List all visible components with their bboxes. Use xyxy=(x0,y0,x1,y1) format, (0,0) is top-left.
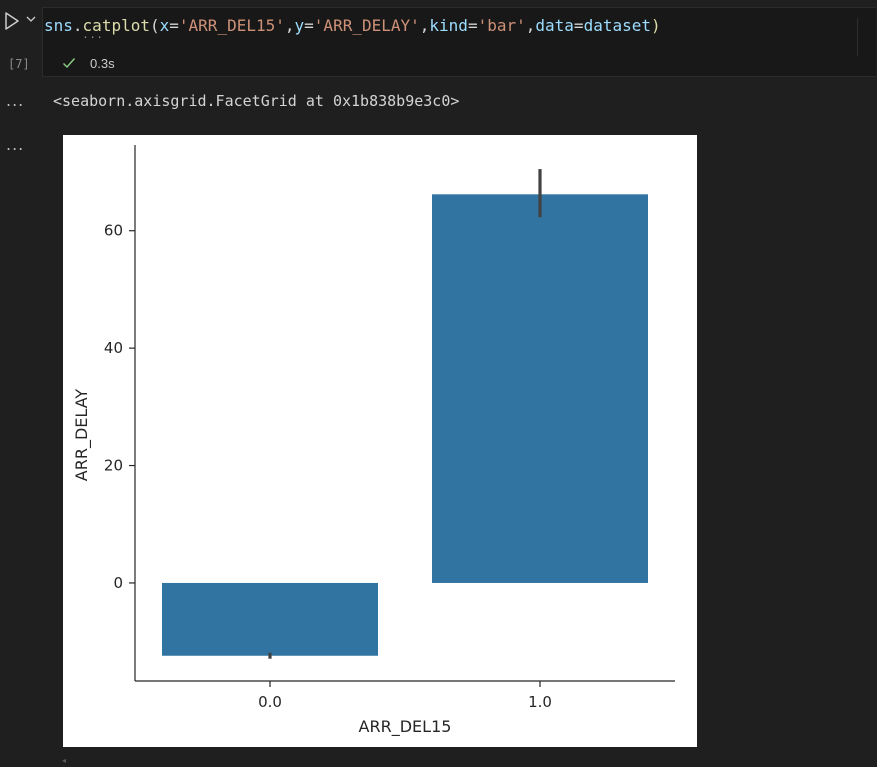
code-token-param-x: x xyxy=(159,16,170,35)
code-token-param-kind: kind xyxy=(429,16,468,35)
code-editor-line[interactable]: sns.catplot... (x='ARR_DEL15',y='ARR_DELA… xyxy=(44,16,661,41)
code-token-comma: , xyxy=(419,16,430,35)
hint-dots-icon: ... xyxy=(82,30,104,41)
code-token-value-data: dataset xyxy=(583,16,651,35)
code-token-function-name: catplot xyxy=(82,16,150,35)
code-token-param-y: y xyxy=(294,16,305,35)
y-tick-label-60: 60 xyxy=(104,222,123,240)
execution-count: [7] xyxy=(8,57,30,71)
code-token-equals: = xyxy=(467,16,478,35)
y-tick-label-40: 40 xyxy=(104,339,123,357)
code-token-comma: , xyxy=(284,16,295,35)
collapse-caret-icon[interactable]: ◂ xyxy=(62,756,67,765)
x-tick-label-1.0: 1.0 xyxy=(528,693,552,711)
code-token-value-x: 'ARR_DEL15' xyxy=(178,16,285,35)
bar-1.0 xyxy=(432,194,648,583)
code-token-function: catplot... xyxy=(82,16,150,41)
execution-time: 0.3s xyxy=(90,55,115,71)
chevron-down-icon[interactable] xyxy=(26,14,36,24)
code-token-equals: = xyxy=(169,16,179,35)
y-tick-label-0: 0 xyxy=(113,574,123,592)
code-token-close-paren: ) xyxy=(651,16,661,35)
code-token-value-kind: 'bar' xyxy=(477,16,526,35)
code-token-comma: , xyxy=(525,16,536,35)
code-cell[interactable] xyxy=(42,7,876,77)
code-token-equals: = xyxy=(304,16,314,35)
cell-scrollbar[interactable] xyxy=(857,18,858,56)
code-token-equals: = xyxy=(573,16,584,35)
execution-status: 0.3s xyxy=(62,55,115,71)
y-axis-label: ARR_DELAY xyxy=(72,389,92,482)
plot-more-actions-icon[interactable]: ... xyxy=(6,135,25,154)
y-tick-label-20: 20 xyxy=(104,457,123,475)
x-axis-label: ARR_DEL15 xyxy=(359,717,452,737)
bar-chart: 0 20 40 60 0.0 1.0 ARR_DEL15 ARR_DELAY xyxy=(72,145,675,737)
x-tick-label-0.0: 0.0 xyxy=(258,693,282,711)
run-cell-icon[interactable] xyxy=(4,12,20,30)
bar-0.0 xyxy=(162,582,378,656)
code-token-open-paren: ( xyxy=(149,16,160,35)
code-token-value-y: 'ARR_DELAY' xyxy=(313,16,420,35)
plot-output-image: 0 20 40 60 0.0 1.0 ARR_DEL15 ARR_DELAY xyxy=(63,135,697,747)
output-repr-text: <seaborn.axisgrid.FacetGrid at 0x1b838b9… xyxy=(53,92,460,110)
code-token-object: sns xyxy=(44,16,73,35)
check-icon xyxy=(63,58,76,69)
code-token-param-data: data xyxy=(535,16,574,35)
output-more-actions-icon[interactable]: ... xyxy=(6,91,25,110)
code-token-dot: . xyxy=(72,16,83,35)
